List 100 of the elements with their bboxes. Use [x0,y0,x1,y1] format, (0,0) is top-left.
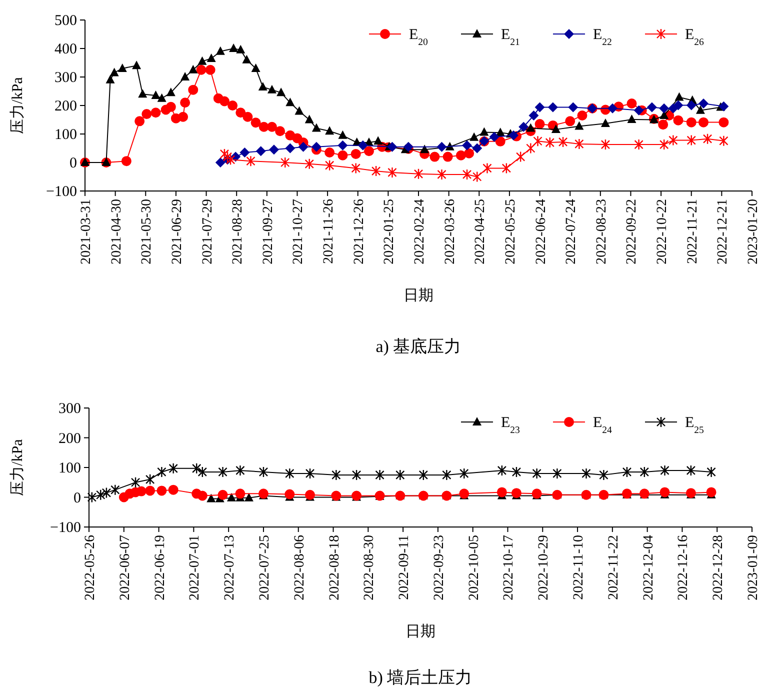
point [545,136,554,148]
point [526,123,536,132]
point [178,112,188,122]
point [436,142,447,152]
point [246,155,256,167]
point [305,490,315,500]
point [489,132,500,142]
point [414,168,424,180]
point [646,102,657,112]
point [464,148,474,158]
point [528,110,539,120]
point [312,123,321,132]
point [276,88,286,96]
point [338,140,348,150]
x-tick-label: 2022-08-23 [594,199,610,264]
x-tick-label: 2021-07-29 [200,199,216,264]
point [145,474,155,485]
point [235,488,246,499]
legend-label: E$_{25}$ [685,415,704,436]
point [526,142,536,154]
x-tick-label: 2022-09-11 [397,535,412,600]
point [240,148,250,158]
point [462,168,472,180]
x-axis-title: 日期 [406,623,436,640]
point [280,156,290,168]
point [577,110,588,120]
x-tick-label: 2022-12-28 [711,535,726,600]
point [134,116,145,126]
point [698,98,708,109]
x-tick-label: 2022-05-26 [83,535,98,600]
point [558,136,568,148]
y-tick-label: 400 [54,42,77,58]
point [285,143,296,154]
point [480,127,489,136]
point [229,44,238,52]
point [387,142,398,152]
y-tick-label: 500 [54,13,77,29]
point [430,152,440,162]
point [442,152,453,162]
x-tick-label: 2022-06-07 [118,535,133,600]
point [311,142,322,152]
x-tick-label: 2022-06-24 [534,199,549,264]
point [374,136,383,145]
point [102,487,112,498]
point [568,102,578,112]
point [371,165,381,177]
point [496,128,505,136]
point [256,146,266,156]
point [627,114,636,123]
point [388,166,397,178]
point [508,130,518,140]
point [600,118,610,127]
x-tick-label: 2022-07-13 [222,535,238,600]
point [188,84,198,95]
point [358,140,368,150]
point [236,108,246,118]
point [150,108,161,118]
legend-label: E$_{20}$ [409,27,428,48]
x-tick-label: 2022-01-25 [382,199,398,264]
x-tick-label: 2022-05-25 [503,199,518,264]
point [718,117,729,128]
point [216,46,225,55]
point [516,151,526,162]
y-tick-label: 100 [58,460,81,476]
point [686,134,696,146]
x-axis-title: 日期 [404,287,434,304]
point [698,117,708,128]
x-tick-label: 2021-04-30 [109,199,124,264]
point [495,136,506,146]
point [364,146,374,156]
point [258,82,268,90]
point [352,469,362,481]
point [236,44,246,54]
point [157,93,166,102]
point [565,116,576,126]
x-tick-label: 2022-09-22 [624,199,640,264]
point [472,171,482,182]
y-tick-label: 300 [54,70,77,86]
legend-label: E$_{23}$ [501,415,520,436]
point [338,150,348,160]
point [298,142,308,152]
point [294,106,304,115]
legend-label: E$_{21}$ [501,27,520,48]
point [106,74,115,84]
x-tick-label: 2021-08-28 [230,199,246,264]
point [275,126,286,136]
point [659,138,669,150]
x-tick-label: 2023-01-09 [746,535,761,600]
x-tick-label: 2021-10-27 [291,199,306,264]
point [660,464,670,476]
point [151,90,160,100]
point [512,466,522,478]
legend-label: E$_{26}$ [685,27,704,48]
point [686,100,696,110]
point [548,102,558,112]
point [284,489,295,500]
point [659,103,670,114]
point [168,484,178,495]
y-tick-label: 200 [58,430,81,447]
point [696,105,705,114]
